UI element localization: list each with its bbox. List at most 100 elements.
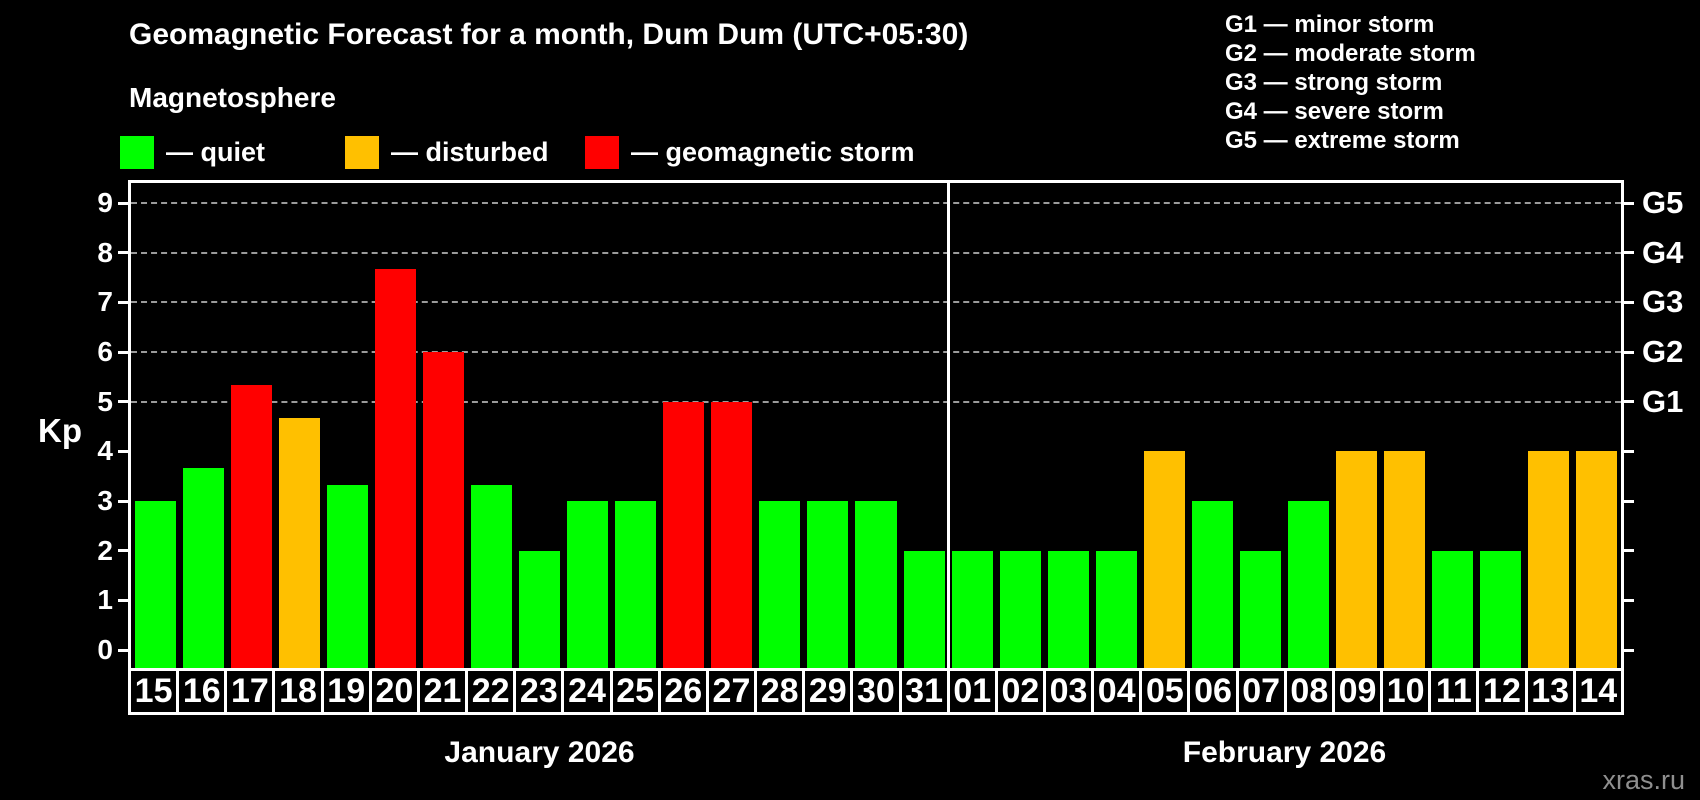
y-axis-label: 3: [97, 485, 113, 516]
legend-item-storm: — geomagnetic storm: [585, 135, 915, 169]
kp-bar: [230, 385, 272, 668]
gridline-kp8: [131, 251, 1621, 254]
y-axis-label: 4: [97, 435, 113, 467]
date-cell: 22: [465, 668, 517, 715]
xras-watermark: xras.ru: [1602, 765, 1685, 795]
plot-area: [128, 180, 1624, 668]
kp-bar: [470, 484, 512, 668]
kp-bar: [519, 550, 561, 668]
legend-label-quiet: — quiet: [166, 136, 265, 167]
kp-bar: [855, 501, 897, 668]
date-cell: 20: [368, 668, 420, 715]
disturbed-swatch: [345, 135, 379, 169]
date-cell: 12: [1476, 668, 1528, 715]
legend-item-disturbed: — disturbed: [345, 135, 549, 169]
g-scale-item: G1 — minor storm: [1225, 11, 1435, 38]
kp-bar: [1239, 550, 1282, 668]
g-axis-label-g2: G2: [1642, 334, 1684, 369]
kp-bar: [1480, 550, 1522, 668]
kp-bar: [278, 418, 320, 668]
date-cell: 05: [1139, 668, 1191, 715]
quiet-swatch: [120, 135, 154, 169]
right-axis-tick: [1621, 350, 1634, 354]
kp-bar: [1576, 451, 1618, 668]
date-cell: 19: [320, 668, 372, 715]
date-cell: 09: [1331, 668, 1384, 715]
right-axis-tick: [1621, 201, 1634, 205]
g-scale-item: G5 — extreme storm: [1225, 127, 1460, 154]
y-axis-label: 8: [97, 236, 113, 268]
right-axis-tick: [1621, 499, 1634, 503]
storm-swatch: [585, 135, 619, 169]
g-axis-label-g1: G1: [1642, 383, 1684, 419]
date-cell: 27: [705, 668, 758, 715]
date-cell: 29: [802, 668, 854, 715]
right-axis-tick: [1621, 549, 1634, 553]
date-cell: 06: [1187, 668, 1239, 715]
date-cell: 04: [1091, 668, 1143, 715]
y-axis-label: 5: [97, 385, 113, 417]
date-cell: 24: [561, 668, 613, 715]
kp-bar: [1336, 451, 1378, 668]
date-cell: 30: [850, 668, 902, 715]
month-label-january: January 2026: [444, 736, 635, 769]
y-axis-tick: [118, 300, 131, 304]
kp-bar: [999, 550, 1041, 668]
kp-bar: [1384, 451, 1426, 668]
kp-bar: [711, 401, 753, 668]
date-cell: 07: [1235, 668, 1287, 715]
y-axis-tick: [118, 648, 131, 652]
right-axis-tick: [1621, 648, 1634, 652]
date-cell: 16: [176, 668, 228, 715]
g-scale-legend: G1 — minor storm G2 — moderate storm G3 — …: [1225, 10, 1476, 155]
date-cell: 25: [609, 668, 661, 715]
date-cell: 21: [416, 668, 469, 715]
kp-bar: [1528, 451, 1570, 668]
g-scale-item: G4 — severe storm: [1225, 98, 1444, 125]
date-cell: 11: [1428, 668, 1480, 715]
date-cell: 03: [1042, 668, 1095, 715]
date-cell: 31: [898, 668, 950, 715]
date-axis: 15 16 17 18 19 20 21 22 23 24 25 26 27 28 29 30 31 01 02 03…: [128, 668, 1624, 715]
gridline-kp6: [131, 351, 1621, 353]
kp-bar: [663, 401, 705, 668]
right-axis-tick: [1621, 449, 1634, 453]
right-axis-tick: [1621, 300, 1634, 304]
date-cell: 23: [513, 668, 565, 715]
g-axis-label-g3: G3: [1642, 284, 1684, 320]
y-axis-tick: [118, 400, 131, 404]
y-axis-tick: [118, 598, 131, 602]
gridline-kp5: [131, 400, 1621, 403]
kp-bar: [1191, 501, 1233, 668]
date-cell: 01: [946, 668, 998, 715]
kp-bar: [182, 467, 224, 668]
kp-bar: [759, 501, 801, 668]
date-cell: 13: [1524, 668, 1576, 715]
y-axis-label: 9: [97, 187, 113, 218]
kp-bar: [1143, 451, 1185, 668]
kp-bar: [567, 501, 609, 668]
kp-bar: [422, 352, 464, 668]
kp-bar: [1288, 501, 1330, 668]
date-cell: 26: [657, 668, 709, 715]
y-axis-tick: [118, 201, 131, 205]
g-scale-item: G3 — strong storm: [1225, 69, 1443, 96]
gridline-kp9: [131, 202, 1621, 204]
kp-bar: [1432, 550, 1474, 668]
kp-bar: [951, 550, 993, 668]
y-axis-tick: [118, 251, 131, 255]
date-cell: 18: [272, 668, 324, 715]
y-axis-tick: [118, 350, 131, 354]
kp-bar: [903, 550, 945, 668]
y-axis-label: 0: [97, 634, 113, 665]
kp-bar: [615, 501, 657, 668]
kp-bar: [134, 501, 176, 668]
date-cell: 15: [128, 668, 180, 715]
right-axis-tick: [1621, 400, 1634, 404]
date-cell: 08: [1283, 668, 1335, 715]
kp-bar: [807, 501, 849, 668]
right-axis-tick: [1621, 598, 1634, 602]
y-axis-label: 2: [97, 534, 113, 566]
kp-bar: [374, 269, 416, 668]
